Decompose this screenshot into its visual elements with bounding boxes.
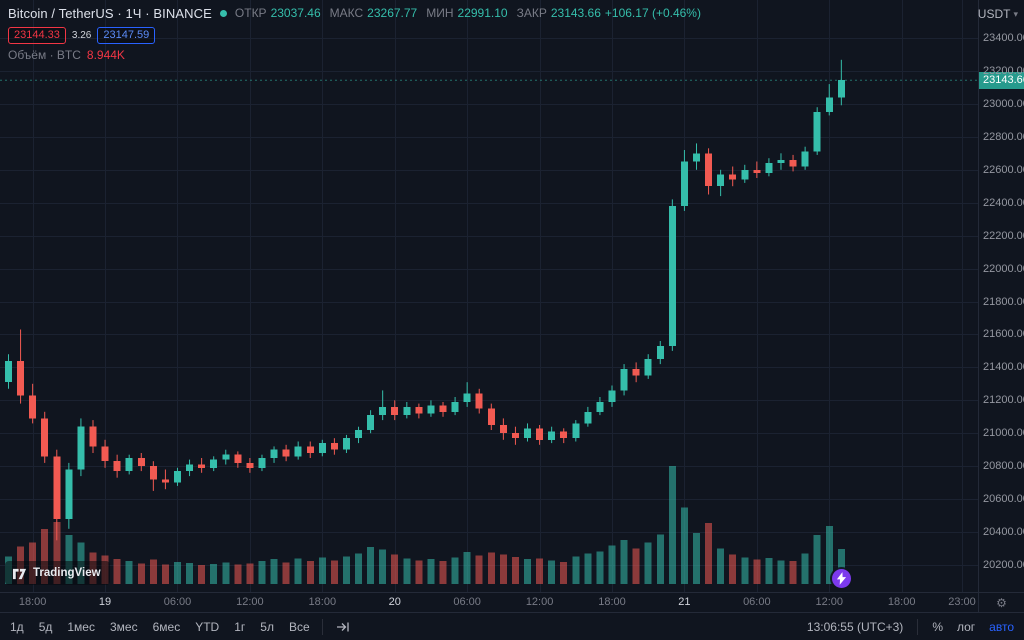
time-axis-label: 12:00 <box>236 596 264 608</box>
range-5y[interactable]: 5л <box>260 619 274 634</box>
toolbar-right: 13:06:55 (UTC+3) % лог авто <box>806 618 1014 635</box>
price-axis-label: 23000.00 <box>983 97 1024 110</box>
go-to-date-icon[interactable] <box>335 619 351 635</box>
price-axis-label: 21200.00 <box>983 394 1024 407</box>
price-axis-label: 20800.00 <box>983 460 1024 473</box>
time-axis-label: 18:00 <box>598 596 626 608</box>
range-buttons: 1д 5д 1мес 3мес 6мес YTD 1г 5л Все <box>10 620 310 634</box>
bid-ask-row: 23144.33 3.26 23147.59 <box>8 26 701 44</box>
time-axis-label: 18:00 <box>887 596 916 608</box>
high-label: МАКС <box>329 6 364 20</box>
bottom-toolbar: 1д 5д 1мес 3мес 6мес YTD 1г 5л Все 13:06… <box>0 612 1024 640</box>
price-axis-label: 21400.00 <box>983 361 1024 374</box>
symbol-title[interactable]: Bitcoin / TetherUS · 1Ч · BINANCE <box>8 5 212 21</box>
close-label: ЗАКР <box>516 6 547 20</box>
clock-utc-button[interactable]: 13:06:55 (UTC+3) <box>806 619 904 634</box>
range-6m[interactable]: 6мес <box>152 619 181 634</box>
time-axis-label: 06:00 <box>743 596 771 608</box>
volume-value: 8.944K <box>86 48 125 62</box>
time-axis-label: 23:00 <box>948 596 976 608</box>
auto-scale-button[interactable]: авто <box>989 619 1014 634</box>
time-axis-label: 18:00 <box>308 596 337 608</box>
axis-settings-corner[interactable]: ⚙ <box>978 592 1024 612</box>
volume-label[interactable]: Объём · BTC <box>8 48 81 62</box>
spread-value: 3.26 <box>71 29 92 41</box>
last-price-tag: 23143.66 <box>979 71 1024 89</box>
range-5d[interactable]: 5д <box>38 619 53 634</box>
low-value: 22991.10 <box>457 6 508 20</box>
time-axis-label: 18:00 <box>18 596 47 608</box>
sell-price-button[interactable]: 23144.33 <box>8 26 66 44</box>
currency-selector[interactable]: USDT ▾ <box>978 7 1018 21</box>
chart-canvas[interactable] <box>0 0 978 592</box>
open-label: ОТКР <box>234 6 267 20</box>
close-value: 23143.66 <box>550 6 601 20</box>
price-axis-label: 21000.00 <box>983 427 1024 440</box>
chart-legend: Bitcoin / TetherUS · 1Ч · BINANCE ОТКР 2… <box>8 4 701 62</box>
range-1y[interactable]: 1г <box>234 619 246 634</box>
currency-label: USDT <box>977 7 1011 21</box>
boost-button[interactable] <box>832 569 851 588</box>
lightning-icon <box>836 572 847 585</box>
range-ytd[interactable]: YTD <box>195 619 220 634</box>
percent-scale-button[interactable]: % <box>932 619 943 634</box>
tradingview-watermark[interactable]: TradingView <box>5 561 110 585</box>
price-axis-label: 22200.00 <box>983 229 1024 242</box>
gear-icon[interactable]: ⚙ <box>996 595 1007 610</box>
time-axis-label: 19 <box>98 596 112 608</box>
range-1m[interactable]: 1мес <box>67 619 95 634</box>
time-axis-label: 06:00 <box>453 596 481 608</box>
range-all[interactable]: Все <box>288 619 310 634</box>
price-axis-label: 23400.00 <box>983 32 1024 44</box>
toolbar-divider <box>321 618 323 635</box>
price-axis-label: 23200.00 <box>983 64 1024 77</box>
price-axis-label: 22600.00 <box>983 163 1024 176</box>
price-axis-label: 20400.00 <box>983 526 1024 539</box>
buy-price-button[interactable]: 23147.59 <box>97 26 156 44</box>
time-axis[interactable]: 18:00 19 06:00 12:00 18:00 20 06:00 12:00 18:00 2… <box>0 592 978 612</box>
tradingview-logo-icon <box>12 568 27 579</box>
time-axis-label: 20 <box>388 596 401 608</box>
open-value: 23037.46 <box>270 6 321 20</box>
time-axis-label: 12:00 <box>815 596 844 608</box>
legend-symbol-row: Bitcoin / TetherUS · 1Ч · BINANCE ОТКР 2… <box>8 4 701 22</box>
price-axis-label: 22000.00 <box>983 262 1024 275</box>
range-1d[interactable]: 1д <box>10 619 24 634</box>
price-axis[interactable]: 23143.66 23400.00 23200.00 23000.00 22800.0… <box>978 0 1024 592</box>
price-axis-label: 22400.00 <box>983 196 1024 209</box>
high-value: 23267.77 <box>367 6 418 20</box>
market-status-icon <box>219 9 227 17</box>
chart-pane[interactable]: Bitcoin / TetherUS · 1Ч · BINANCE ОТКР 2… <box>0 0 978 592</box>
change-value: +106.17 (+0.46%) <box>604 6 701 20</box>
price-axis-label: 20200.00 <box>983 559 1024 571</box>
price-axis-label: 21800.00 <box>983 295 1024 308</box>
price-axis-label: 21600.00 <box>983 328 1024 341</box>
volume-row: Объём · BTC 8.944K <box>8 48 701 62</box>
time-axis-label: 21 <box>678 596 691 608</box>
ohlc-values: ОТКР 23037.46 МАКС 23267.77 МИН 22991.10… <box>235 6 701 20</box>
range-3m[interactable]: 3мес <box>109 619 138 634</box>
price-axis-label: 22800.00 <box>983 130 1024 143</box>
time-axis-label: 06:00 <box>163 596 192 608</box>
time-axis-label: 12:00 <box>525 596 554 608</box>
price-axis-label: 20600.00 <box>983 493 1024 506</box>
toolbar-divider <box>917 618 919 635</box>
log-scale-button[interactable]: лог <box>956 619 976 634</box>
chevron-down-icon: ▾ <box>1013 8 1018 19</box>
watermark-label: TradingView <box>33 567 101 579</box>
low-label: МИН <box>426 6 454 20</box>
